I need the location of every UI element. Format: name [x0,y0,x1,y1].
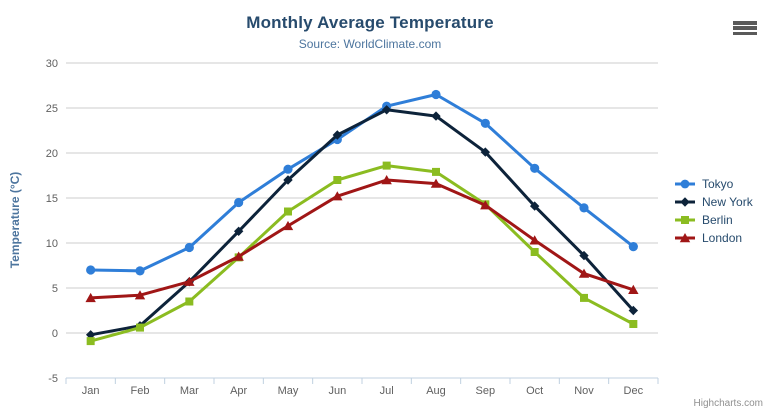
data-point-marker[interactable] [529,201,540,211]
data-point-marker[interactable] [233,251,244,261]
x-axis-label: Jan [82,385,100,397]
legend-marker-symbol [679,233,691,243]
legend-item-new-york[interactable]: New York [674,193,753,211]
data-point-marker[interactable] [530,163,540,173]
legend-marker-symbol [680,197,690,207]
data-point-marker[interactable] [381,175,392,185]
x-axis-label: Aug [426,385,446,397]
chart-title: Monthly Average Temperature [246,13,494,32]
series-tokyo[interactable] [86,89,638,276]
x-axis-label: Nov [574,385,594,397]
data-point-marker[interactable] [282,220,294,231]
data-point-marker[interactable] [431,89,441,100]
y-axis-label: 15 [46,193,58,205]
data-point-marker[interactable] [86,337,95,346]
berlin-square-legend-marker-icon [675,216,695,224]
x-axis-label: Sep [476,385,496,397]
legend-label: Berlin [702,213,733,227]
series-line-london [89,178,635,300]
x-axis-label: Oct [526,385,543,397]
y-axis-labels: -5 0 5 10 15 20 25 30 [46,58,58,385]
data-point-marker[interactable] [233,226,244,236]
data-point-marker[interactable] [135,266,145,276]
y-axis-label: 25 [46,103,58,115]
hamburger-bar [733,21,757,25]
tokyo-circle-legend-marker-icon [675,179,695,189]
data-point-marker[interactable] [628,242,638,252]
data-point-marker[interactable] [579,203,589,213]
y-axis-title: Temperature (°C) [8,171,22,269]
data-point-marker[interactable] [283,175,293,185]
data-point-marker[interactable] [480,118,490,128]
data-point-marker[interactable] [381,105,392,115]
legend-marker-symbol [680,179,690,189]
data-point-marker[interactable] [85,292,96,303]
x-axis-label: May [278,385,299,397]
chart-subtitle: Source: WorldClimate.com [298,37,442,51]
data-point-marker[interactable] [333,176,342,184]
y-axis-label: 30 [46,58,58,70]
series-new-york[interactable] [85,105,639,340]
data-point-marker[interactable] [432,167,440,176]
x-axis-label: Jul [380,385,394,397]
x-axis-label: Apr [230,385,247,397]
legend-label: New York [702,195,753,209]
hamburger-menu-icon[interactable] [733,21,757,35]
data-point-marker[interactable] [332,130,343,140]
data-point-marker[interactable] [184,276,195,286]
data-point-marker[interactable] [431,111,441,121]
data-point-marker[interactable] [234,197,244,208]
data-point-marker[interactable] [530,248,539,256]
y-axis-label: 20 [46,148,58,160]
data-point-marker[interactable] [578,268,590,278]
data-point-marker[interactable] [184,242,194,253]
legend-item-tokyo[interactable]: Tokyo [674,175,753,193]
y-axis-label: -5 [48,373,58,385]
data-point-marker[interactable] [480,200,491,210]
legend-label: London [702,231,743,245]
data-point-marker[interactable] [529,235,540,245]
series-line-new-york [89,108,635,337]
data-point-marker[interactable] [332,191,343,201]
data-point-marker[interactable] [628,284,639,294]
series-london[interactable] [85,175,639,303]
data-point-marker[interactable] [185,297,194,306]
y-axis-label: 5 [52,283,58,295]
legend: Tokyo New York Berlin London [674,175,753,247]
data-point-marker[interactable] [134,290,146,300]
new-york-diamond-legend-marker-icon [675,197,695,207]
data-point-marker[interactable] [628,305,639,316]
x-axis-label: Jun [328,385,346,397]
data-point-marker[interactable] [284,207,292,216]
y-axis-label: 0 [52,328,58,340]
credits-link[interactable]: Highcharts.com [693,398,763,409]
y-axis-label: 10 [46,238,58,250]
data-point-marker[interactable] [629,320,638,328]
data-point-marker[interactable] [382,161,391,170]
london-triangle-legend-marker-icon [675,233,695,243]
series-line-berlin [89,164,635,343]
hamburger-bar [733,26,757,30]
x-axis-label: Mar [180,385,199,397]
data-point-marker[interactable] [283,164,293,174]
data-point-marker[interactable] [480,147,491,157]
legend-marker-symbol [681,216,689,224]
hamburger-bar [733,31,757,35]
x-axis-label: Dec [624,385,644,397]
data-point-marker[interactable] [86,265,96,275]
data-point-marker[interactable] [580,293,588,302]
x-axis: Jan Feb Mar Apr May Jun Jul Aug Sep Oct Nov Dec [65,377,659,397]
legend-label: Tokyo [702,177,734,191]
data-point-marker[interactable] [579,250,589,261]
x-axis-label: Feb [131,385,150,397]
legend-item-berlin[interactable]: Berlin [674,211,753,229]
data-point-marker[interactable] [430,178,442,188]
data-point-marker[interactable] [136,323,144,332]
legend-item-london[interactable]: London [674,229,753,247]
